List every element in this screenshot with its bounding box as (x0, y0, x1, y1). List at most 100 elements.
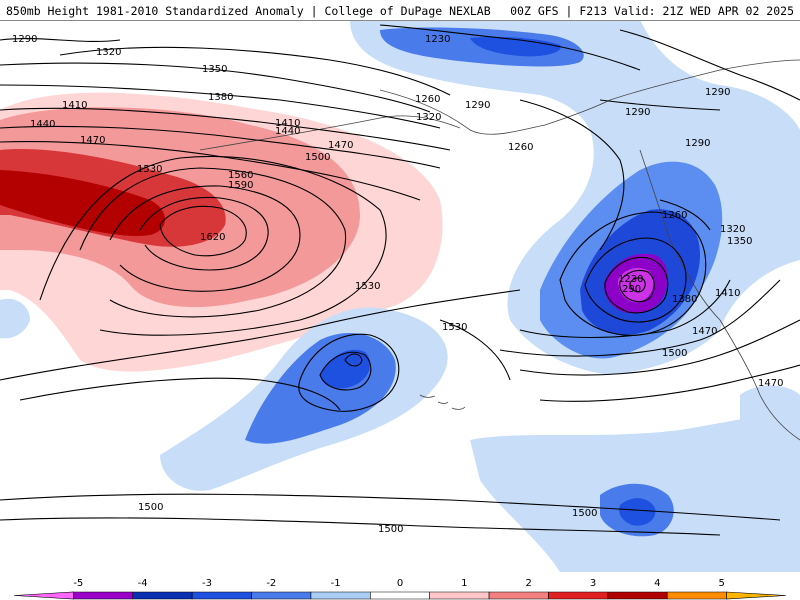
contour-label: 1230 (618, 274, 643, 285)
contour-1290-nw (0, 38, 121, 42)
contour-label: 1380 (208, 92, 233, 103)
contour-1530-mid2 (19, 377, 341, 411)
contour-1530-mid (0, 289, 521, 381)
contour-1440 (0, 125, 441, 169)
contour-label: 1500 (305, 152, 330, 163)
negative-anomaly-core-low (618, 267, 654, 303)
contour-central-low-3 (344, 353, 363, 367)
contour-1350-n (0, 62, 431, 113)
contour-label: 1290 (705, 87, 730, 98)
contour-low-ring-5 (629, 277, 646, 293)
contour-central-low-2 (319, 351, 372, 391)
contour-label: 1620 (200, 232, 225, 243)
colorbar-swatch (370, 591, 430, 600)
negative-anomaly-bering-core (470, 36, 561, 57)
contour-label: 1440 (275, 126, 300, 137)
contour-low-ring-2 (584, 237, 687, 323)
colorbar-swatch (310, 591, 371, 600)
contour-1320-n (59, 46, 451, 96)
colorbar-swatch (666, 591, 727, 600)
colorbar-tick-label: 0 (397, 578, 403, 589)
colorbar-swatch (73, 591, 134, 600)
contour-label: 1470 (328, 140, 353, 151)
colorbar-swatch (488, 591, 549, 600)
contour-label: 1320 (96, 47, 121, 58)
colorbar-tick-label: 5 (718, 578, 724, 589)
colorbar-tick-label: -5 (73, 578, 83, 589)
anomaly-map: 1290 1320 1350 1380 1410 1440 1470 1530 … (0, 20, 800, 572)
colorbar-tick-label: 1 (461, 578, 467, 589)
contour-1590-ring (139, 196, 269, 271)
contour-label: 1290 (465, 100, 490, 111)
contour-label: 1440 (30, 119, 55, 130)
height-contours (0, 24, 800, 536)
contour-label: 1320 (720, 224, 745, 235)
colorbar-tick-label: -4 (138, 578, 148, 589)
contour-label: 1500 (662, 348, 687, 359)
contour-1260-bc (659, 199, 711, 231)
contour-label: 1530 (355, 281, 380, 292)
colorbar-tick-label: 4 (654, 578, 660, 589)
west-coast (639, 149, 800, 441)
contour-1470 (0, 141, 421, 201)
colorbar-swatch (607, 591, 668, 600)
contour-central-low-1 (298, 333, 400, 412)
contour-1500-e (539, 364, 800, 402)
colorbar-swatch (548, 591, 609, 600)
contour-label: 1410 (715, 288, 740, 299)
contour-label: 1260 (508, 142, 533, 153)
contour-label: 1590 (228, 180, 253, 191)
colorbar-tick-label: -3 (202, 578, 212, 589)
contour-label: 1260 (662, 210, 687, 221)
contour-label: 1530 (137, 164, 162, 175)
anomaly-shading (0, 20, 800, 572)
colorbar-swatch (251, 591, 312, 600)
contour-label: 290 (622, 284, 641, 295)
contour-label: 1230 (425, 34, 450, 45)
contour-label: 1290 (625, 107, 650, 118)
contour-1290-ne (619, 29, 800, 101)
contour-label: 1470 (692, 326, 717, 337)
negative-anomaly-south-strong (619, 498, 656, 526)
contour-1530-e (439, 319, 511, 381)
contour-low-ring-4 (619, 269, 655, 303)
colorbar-swatch (132, 591, 193, 600)
colorbar-tick-label: -1 (331, 578, 341, 589)
contour-1500-south (0, 493, 781, 521)
contour-1290-e (599, 99, 721, 111)
contour-label: 1350 (202, 64, 227, 75)
contour-label: 1350 (727, 236, 752, 247)
contour-label: 1470 (758, 378, 783, 389)
aleutians (199, 115, 461, 151)
contour-label: 1260 (415, 94, 440, 105)
contour-label: 1500 (572, 508, 597, 519)
contour-label: 1290 (12, 34, 37, 45)
contour-label: 1560 (228, 170, 253, 181)
colorbar-tick-label: 3 (590, 578, 596, 589)
contour-label: 1470 (80, 135, 105, 146)
contour-1500-ring (39, 155, 387, 336)
contour-label: 1410 (62, 100, 87, 111)
contour-label: 1500 (138, 502, 163, 513)
contour-1380-e (519, 279, 731, 339)
colorbar-ticks: -5 -4 -3 -2 -1 0 1 2 3 4 5 (73, 578, 725, 589)
contour-1410 (0, 107, 451, 151)
colorbar-swatch (429, 591, 490, 600)
colorbar-swatches (13, 591, 787, 600)
contour-1260-n (379, 24, 641, 71)
negative-anomaly-mexico (740, 385, 800, 441)
contour-label: 1500 (378, 524, 403, 535)
contour-1620-ring (159, 205, 247, 257)
title-right: 00Z GFS | F213 Valid: 21Z WED APR 02 202… (510, 4, 794, 18)
contour-label: 1290 (685, 138, 710, 149)
contour-label: 1530 (442, 322, 467, 333)
colorbar-svg: -5 -4 -3 -2 -1 0 1 2 3 4 5 (13, 578, 787, 600)
contour-labels: 1290 1320 1350 1380 1410 1440 1470 1530 … (12, 34, 783, 535)
contour-1530-ring (79, 167, 347, 318)
contour-1470-e (519, 319, 800, 376)
colorbar-swatch (13, 591, 74, 600)
negative-anomaly-west-edge (0, 298, 30, 339)
contour-1380 (0, 84, 441, 129)
contour-1410-e (499, 279, 781, 357)
